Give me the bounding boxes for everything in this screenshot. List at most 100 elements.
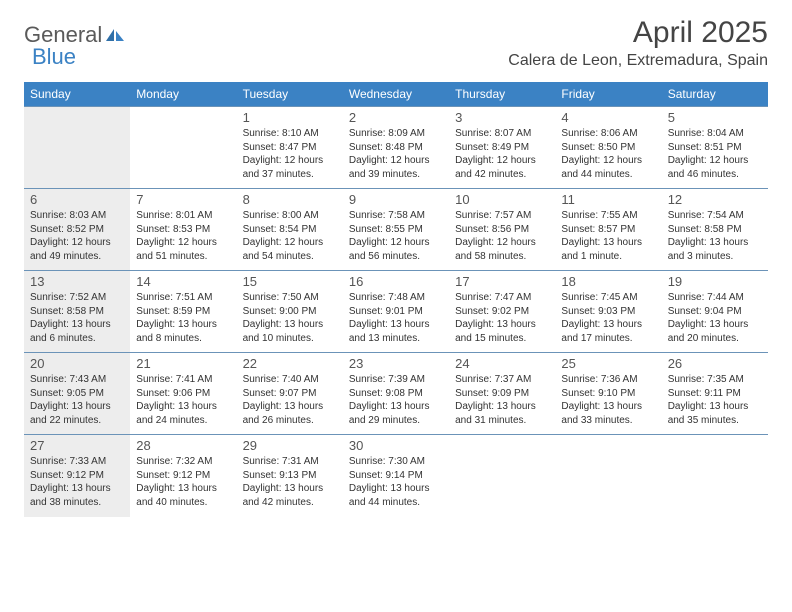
calendar-day-cell: 17Sunrise: 7:47 AMSunset: 9:02 PMDayligh…: [449, 271, 555, 353]
sunrise-text: Sunrise: 7:51 AM: [136, 291, 230, 305]
calendar-day-cell: 18Sunrise: 7:45 AMSunset: 9:03 PMDayligh…: [555, 271, 661, 353]
daylight-text: Daylight: 12 hours and 42 minutes.: [455, 154, 549, 181]
sunrise-text: Sunrise: 7:36 AM: [561, 373, 655, 387]
sunset-text: Sunset: 9:09 PM: [455, 387, 549, 401]
daylight-text: Daylight: 13 hours and 13 minutes.: [349, 318, 443, 345]
calendar-week-row: 6Sunrise: 8:03 AMSunset: 8:52 PMDaylight…: [24, 189, 768, 271]
day-number: 24: [455, 356, 549, 371]
day-number: 21: [136, 356, 230, 371]
sunrise-text: Sunrise: 7:58 AM: [349, 209, 443, 223]
title-block: April 2025 Calera de Leon, Extremadura, …: [508, 16, 768, 70]
daylight-text: Daylight: 12 hours and 49 minutes.: [30, 236, 124, 263]
calendar-day-cell: 29Sunrise: 7:31 AMSunset: 9:13 PMDayligh…: [237, 435, 343, 517]
daylight-text: Daylight: 13 hours and 40 minutes.: [136, 482, 230, 509]
sunset-text: Sunset: 9:07 PM: [243, 387, 337, 401]
calendar-day-cell: 5Sunrise: 8:04 AMSunset: 8:51 PMDaylight…: [662, 107, 768, 189]
day-number: 19: [668, 274, 762, 289]
sunset-text: Sunset: 8:50 PM: [561, 141, 655, 155]
calendar-day-cell: 6 Sunrise: 8:03 AMSunset: 8:52 PMDaylight…: [24, 189, 130, 271]
calendar-table: SundayMondayTuesdayWednesdayThursdayFrid…: [24, 82, 768, 517]
day-number: 1: [243, 110, 337, 125]
day-number: 13: [30, 274, 124, 289]
day-number: 27: [30, 438, 124, 453]
calendar-day-cell: 12Sunrise: 7:54 AMSunset: 8:58 PMDayligh…: [662, 189, 768, 271]
sunrise-text: Sunrise: 7:47 AM: [455, 291, 549, 305]
calendar-day-cell: [130, 107, 236, 189]
calendar-day-cell: 22Sunrise: 7:40 AMSunset: 9:07 PMDayligh…: [237, 353, 343, 435]
weekday-header: Wednesday: [343, 82, 449, 107]
sunset-text: Sunset: 9:10 PM: [561, 387, 655, 401]
sunset-text: Sunset: 9:04 PM: [668, 305, 762, 319]
daylight-text: Daylight: 13 hours and 22 minutes.: [30, 400, 124, 427]
calendar-body: 1Sunrise: 8:10 AMSunset: 8:47 PMDaylight…: [24, 107, 768, 517]
day-number: 8: [243, 192, 337, 207]
sunset-text: Sunset: 9:06 PM: [136, 387, 230, 401]
sunset-text: Sunset: 9:08 PM: [349, 387, 443, 401]
sunset-text: Sunset: 8:57 PM: [561, 223, 655, 237]
calendar-day-cell: 13Sunrise: 7:52 AMSunset: 8:58 PMDayligh…: [24, 271, 130, 353]
sunrise-text: Sunrise: 8:00 AM: [243, 209, 337, 223]
calendar-day-cell: 11Sunrise: 7:55 AMSunset: 8:57 PMDayligh…: [555, 189, 661, 271]
day-number: 9: [349, 192, 443, 207]
calendar-day-cell: [662, 435, 768, 517]
sunset-text: Sunset: 8:48 PM: [349, 141, 443, 155]
sunset-text: Sunset: 9:05 PM: [30, 387, 124, 401]
sunrise-text: Sunrise: 8:03 AM: [30, 209, 124, 223]
calendar-day-cell: 16Sunrise: 7:48 AMSunset: 9:01 PMDayligh…: [343, 271, 449, 353]
day-number: 23: [349, 356, 443, 371]
sunrise-text: Sunrise: 8:04 AM: [668, 127, 762, 141]
sunset-text: Sunset: 9:12 PM: [30, 469, 124, 483]
calendar-day-cell: 30Sunrise: 7:30 AMSunset: 9:14 PMDayligh…: [343, 435, 449, 517]
daylight-text: Daylight: 13 hours and 42 minutes.: [243, 482, 337, 509]
sunset-text: Sunset: 8:52 PM: [30, 223, 124, 237]
daylight-text: Daylight: 13 hours and 17 minutes.: [561, 318, 655, 345]
daylight-text: Daylight: 12 hours and 39 minutes.: [349, 154, 443, 181]
sunset-text: Sunset: 8:58 PM: [30, 305, 124, 319]
day-number: 7: [136, 192, 230, 207]
daylight-text: Daylight: 13 hours and 3 minutes.: [668, 236, 762, 263]
calendar-day-cell: [449, 435, 555, 517]
day-number: 30: [349, 438, 443, 453]
daylight-text: Daylight: 12 hours and 56 minutes.: [349, 236, 443, 263]
sunrise-text: Sunrise: 8:01 AM: [136, 209, 230, 223]
sunrise-text: Sunrise: 7:52 AM: [30, 291, 124, 305]
day-number: 3: [455, 110, 549, 125]
sunset-text: Sunset: 8:55 PM: [349, 223, 443, 237]
calendar-day-cell: 24Sunrise: 7:37 AMSunset: 9:09 PMDayligh…: [449, 353, 555, 435]
day-number: 26: [668, 356, 762, 371]
sunrise-text: Sunrise: 7:44 AM: [668, 291, 762, 305]
daylight-text: Daylight: 13 hours and 38 minutes.: [30, 482, 124, 509]
weekday-header: Friday: [555, 82, 661, 107]
weekday-header: Monday: [130, 82, 236, 107]
sunset-text: Sunset: 9:14 PM: [349, 469, 443, 483]
daylight-text: Daylight: 13 hours and 33 minutes.: [561, 400, 655, 427]
daylight-text: Daylight: 13 hours and 24 minutes.: [136, 400, 230, 427]
daylight-text: Daylight: 13 hours and 29 minutes.: [349, 400, 443, 427]
sunrise-text: Sunrise: 7:33 AM: [30, 455, 124, 469]
day-number: 12: [668, 192, 762, 207]
sunrise-text: Sunrise: 8:09 AM: [349, 127, 443, 141]
weekday-header: Thursday: [449, 82, 555, 107]
calendar-week-row: 13 Sunrise: 7:52 AMSunset: 8:58 PM Dayligh…: [24, 271, 768, 353]
day-number: 2: [349, 110, 443, 125]
day-number: 15: [243, 274, 337, 289]
sunrise-text: Sunrise: 7:43 AM: [30, 373, 124, 387]
sunrise-text: Sunrise: 7:50 AM: [243, 291, 337, 305]
sunset-text: Sunset: 8:47 PM: [243, 141, 337, 155]
calendar-week-row: 27Sunrise: 7:33 AMSunset: 9:12 PMDayligh…: [24, 435, 768, 517]
day-number: 14: [136, 274, 230, 289]
day-number: 29: [243, 438, 337, 453]
daylight-text: Daylight: 13 hours and 1 minute.: [561, 236, 655, 263]
logo-sail-icon: [104, 27, 126, 43]
day-number: 22: [243, 356, 337, 371]
calendar-day-cell: 19Sunrise: 7:44 AMSunset: 9:04 PMDayligh…: [662, 271, 768, 353]
calendar-day-cell: 14Sunrise: 7:51 AMSunset: 8:59 PMDayligh…: [130, 271, 236, 353]
day-number: 20: [30, 356, 124, 371]
calendar-day-cell: 27 Sunrise: 7:33 AMSunset: 9:12 PMDayligh…: [24, 435, 130, 517]
sunset-text: Sunset: 9:13 PM: [243, 469, 337, 483]
day-number: 18: [561, 274, 655, 289]
daylight-text: Daylight: 13 hours and 8 minutes.: [136, 318, 230, 345]
location: Calera de Leon, Extremadura, Spain: [508, 52, 768, 70]
sunset-text: Sunset: 9:03 PM: [561, 305, 655, 319]
day-number: 6: [30, 192, 124, 207]
